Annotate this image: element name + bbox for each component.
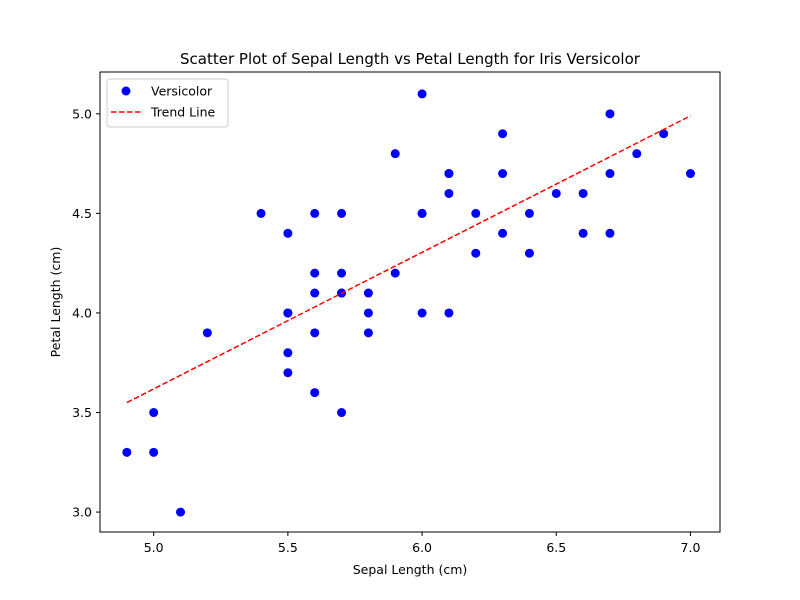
data-point <box>363 288 373 298</box>
data-point <box>202 328 212 338</box>
y-tick-label: 4.5 <box>72 206 92 221</box>
data-point <box>551 188 561 198</box>
y-axis-ticks: 3.0 3.5 4.0 4.5 5.0 <box>72 106 100 520</box>
data-point <box>605 228 615 238</box>
data-point <box>337 408 347 418</box>
data-point <box>176 507 186 517</box>
legend-label-trend-line: Trend Line <box>150 105 216 120</box>
x-tick-label: 5.0 <box>144 540 164 555</box>
x-tick-label: 5.5 <box>278 540 298 555</box>
axes-frame <box>99 71 721 533</box>
data-point <box>632 149 642 159</box>
y-tick-label: 4.0 <box>72 305 92 320</box>
x-tick-label: 6.0 <box>412 540 432 555</box>
data-point <box>337 208 347 218</box>
data-point <box>417 208 427 218</box>
data-point <box>444 308 454 318</box>
data-point <box>256 208 266 218</box>
x-tick-label: 6.5 <box>546 540 566 555</box>
data-point <box>363 328 373 338</box>
data-point <box>444 188 454 198</box>
data-point <box>471 208 481 218</box>
chart-title: Scatter Plot of Sepal Length vs Petal Le… <box>180 50 641 68</box>
data-point <box>390 149 400 159</box>
data-point <box>283 228 293 238</box>
x-tick-label: 7.0 <box>681 540 701 555</box>
data-point <box>337 268 347 278</box>
data-point <box>524 248 534 258</box>
x-axis-label: Sepal Length (cm) <box>353 562 468 577</box>
data-point <box>605 169 615 179</box>
legend-box <box>106 78 229 128</box>
data-point <box>444 169 454 179</box>
legend-marker-versicolor <box>121 86 131 96</box>
y-axis-label: Petal Length (cm) <box>48 247 63 358</box>
data-point <box>310 328 320 338</box>
data-point <box>685 169 695 179</box>
data-point <box>310 388 320 398</box>
data-point <box>578 228 588 238</box>
data-point <box>310 288 320 298</box>
data-point <box>605 109 615 119</box>
data-point <box>498 169 508 179</box>
data-point <box>149 408 159 418</box>
data-point <box>390 268 400 278</box>
data-point <box>471 248 481 258</box>
data-point <box>310 208 320 218</box>
data-point <box>149 447 159 457</box>
legend: Versicolor Trend Line <box>106 78 229 128</box>
data-point <box>498 228 508 238</box>
data-point <box>417 89 427 99</box>
data-point <box>122 447 132 457</box>
y-tick-label: 5.0 <box>72 106 92 121</box>
x-axis-ticks: 5.0 5.5 6.0 6.5 7.0 <box>144 532 701 555</box>
plot-area <box>122 89 695 517</box>
data-point <box>524 208 534 218</box>
legend-label-versicolor: Versicolor <box>151 84 213 99</box>
data-point <box>283 308 293 318</box>
y-tick-label: 3.0 <box>72 505 92 520</box>
y-tick-label: 3.5 <box>72 405 92 420</box>
data-point <box>578 188 588 198</box>
data-point <box>283 368 293 378</box>
data-point <box>283 348 293 358</box>
data-point <box>659 129 669 139</box>
data-point <box>498 129 508 139</box>
data-point <box>417 308 427 318</box>
data-point <box>310 268 320 278</box>
trend-line <box>126 115 691 404</box>
data-point <box>363 308 373 318</box>
